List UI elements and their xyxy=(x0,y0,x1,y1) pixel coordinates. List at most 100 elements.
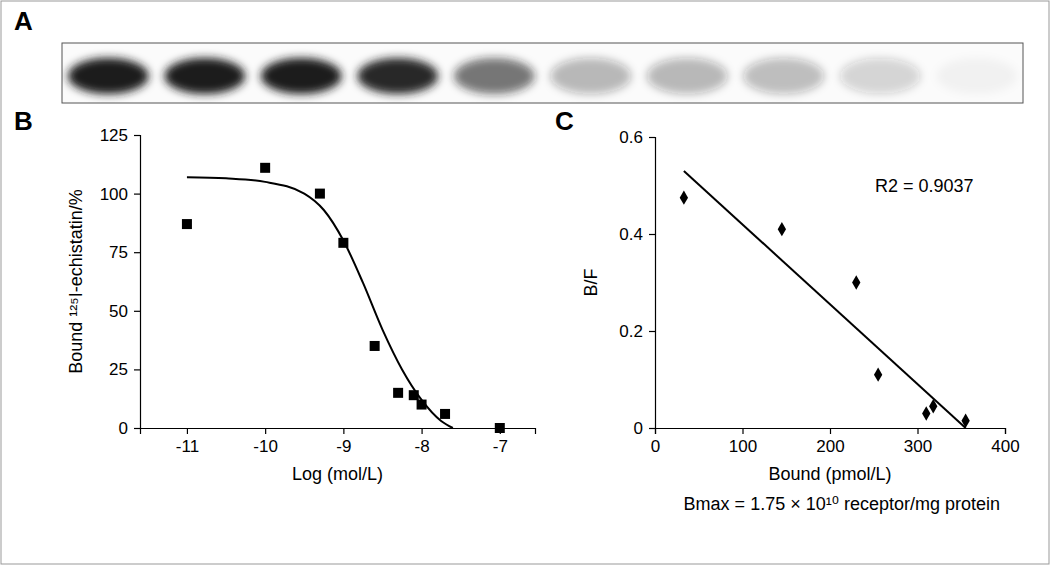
point xyxy=(440,409,450,419)
tick: 0 xyxy=(651,428,660,456)
tick-label: 125 xyxy=(100,126,128,145)
tick: 300 xyxy=(904,428,932,456)
marks xyxy=(680,171,970,428)
tick-mark xyxy=(134,194,140,195)
tick-mark xyxy=(649,331,655,332)
point xyxy=(182,219,192,229)
y-axis: 0 25 50 75 100 125 xyxy=(100,126,141,438)
tick-label: 300 xyxy=(904,437,932,456)
tick-mark xyxy=(1005,428,1006,434)
tick: 200 xyxy=(816,428,844,456)
tick-label: 0.4 xyxy=(619,225,643,244)
panel-label: C xyxy=(555,106,574,136)
tick: 400 xyxy=(991,428,1019,456)
tick: 75 xyxy=(109,243,140,262)
band xyxy=(454,58,535,94)
y-axis-title: B/F xyxy=(581,268,601,296)
tick-label: -9 xyxy=(336,437,351,456)
tick-mark xyxy=(742,428,743,434)
plot: 010020030040000.20.40.6Bound (pmol/L)B/F… xyxy=(581,128,1020,514)
band xyxy=(68,58,149,94)
tick-label: 75 xyxy=(109,243,128,262)
blot xyxy=(62,43,1023,103)
axis-line xyxy=(649,138,656,429)
panel-label: A xyxy=(14,6,33,36)
plot: -11 -10 -9 -8 -7 0 25 50 75 100 125 Log (mol/L) Boun… xyxy=(66,126,536,484)
tick: 0.2 xyxy=(619,322,655,341)
tick: 0 xyxy=(634,419,655,438)
tick: 125 xyxy=(100,126,140,145)
tick: 0 xyxy=(119,419,140,438)
tick-mark xyxy=(134,311,140,312)
tick-label: 100 xyxy=(729,437,757,456)
tick-label: -7 xyxy=(493,437,508,456)
tick: -10 xyxy=(253,428,278,456)
band xyxy=(840,58,921,94)
tick-label: -10 xyxy=(253,437,278,456)
tick-label: 100 xyxy=(100,185,128,204)
tick-mark xyxy=(134,428,140,429)
band xyxy=(743,58,824,94)
tick: 0.4 xyxy=(619,225,655,244)
tick-label: -11 xyxy=(176,437,199,456)
marks xyxy=(182,163,505,433)
tick-mark xyxy=(649,428,655,429)
figure: AB-11-10-9-8-70255075100125Log (mol/L)Bo… xyxy=(0,0,1050,565)
axis-line xyxy=(141,429,536,435)
tick: 100 xyxy=(729,428,757,456)
band xyxy=(357,58,438,94)
point xyxy=(852,275,860,289)
fit-line xyxy=(684,171,966,428)
band xyxy=(647,58,728,94)
tick-label: 50 xyxy=(109,302,128,321)
tick: -9 xyxy=(336,428,351,456)
tick-mark xyxy=(649,137,655,138)
tick-mark xyxy=(265,428,266,434)
band xyxy=(936,58,1017,94)
point xyxy=(370,341,380,351)
x-axis: 0 100 200 300 400 xyxy=(651,428,1020,456)
tick-mark xyxy=(421,428,422,434)
tick-mark xyxy=(134,135,140,136)
tick: 50 xyxy=(109,302,140,321)
tick: 0.6 xyxy=(619,128,655,147)
tick-label: 0 xyxy=(651,437,660,456)
point xyxy=(260,163,270,173)
tick-mark xyxy=(830,428,831,434)
point xyxy=(495,423,505,433)
x-axis-title: Log (mol/L) xyxy=(292,464,383,484)
tick-label: 0.2 xyxy=(619,322,643,341)
tick: 25 xyxy=(109,360,140,379)
x-axis: -11 -10 -9 -8 -7 xyxy=(141,428,536,456)
tick: 100 xyxy=(100,185,140,204)
blot-frame xyxy=(62,43,1023,103)
point xyxy=(315,189,325,199)
band xyxy=(550,58,631,94)
tick-label: 400 xyxy=(991,437,1019,456)
tick-mark xyxy=(134,252,140,253)
bands xyxy=(68,58,1017,94)
tick-label: 200 xyxy=(816,437,844,456)
axis-line xyxy=(656,429,1006,435)
tick: -8 xyxy=(415,428,430,456)
tick-mark xyxy=(187,428,188,434)
tick-mark xyxy=(343,428,344,434)
fit-line xyxy=(187,177,453,428)
annotation: R2 = 0.9037 xyxy=(875,176,974,196)
tick-mark xyxy=(649,234,655,235)
point xyxy=(874,367,882,381)
point xyxy=(922,406,930,420)
tick-label: -8 xyxy=(415,437,430,456)
band xyxy=(261,58,342,94)
band xyxy=(164,58,245,94)
tick: -11 xyxy=(176,428,199,456)
tick-label: 25 xyxy=(109,360,128,379)
annotation: Bmax = 1.75 × 10¹⁰ receptor/mg protein xyxy=(684,494,1000,514)
point xyxy=(778,222,786,236)
point xyxy=(680,190,688,204)
tick-label: 0.6 xyxy=(619,128,643,147)
figure-border xyxy=(1,1,1049,564)
point xyxy=(393,388,403,398)
y-axis-title: Bound ¹²⁵I-echistatin/% xyxy=(66,189,86,374)
tick-mark xyxy=(134,369,140,370)
